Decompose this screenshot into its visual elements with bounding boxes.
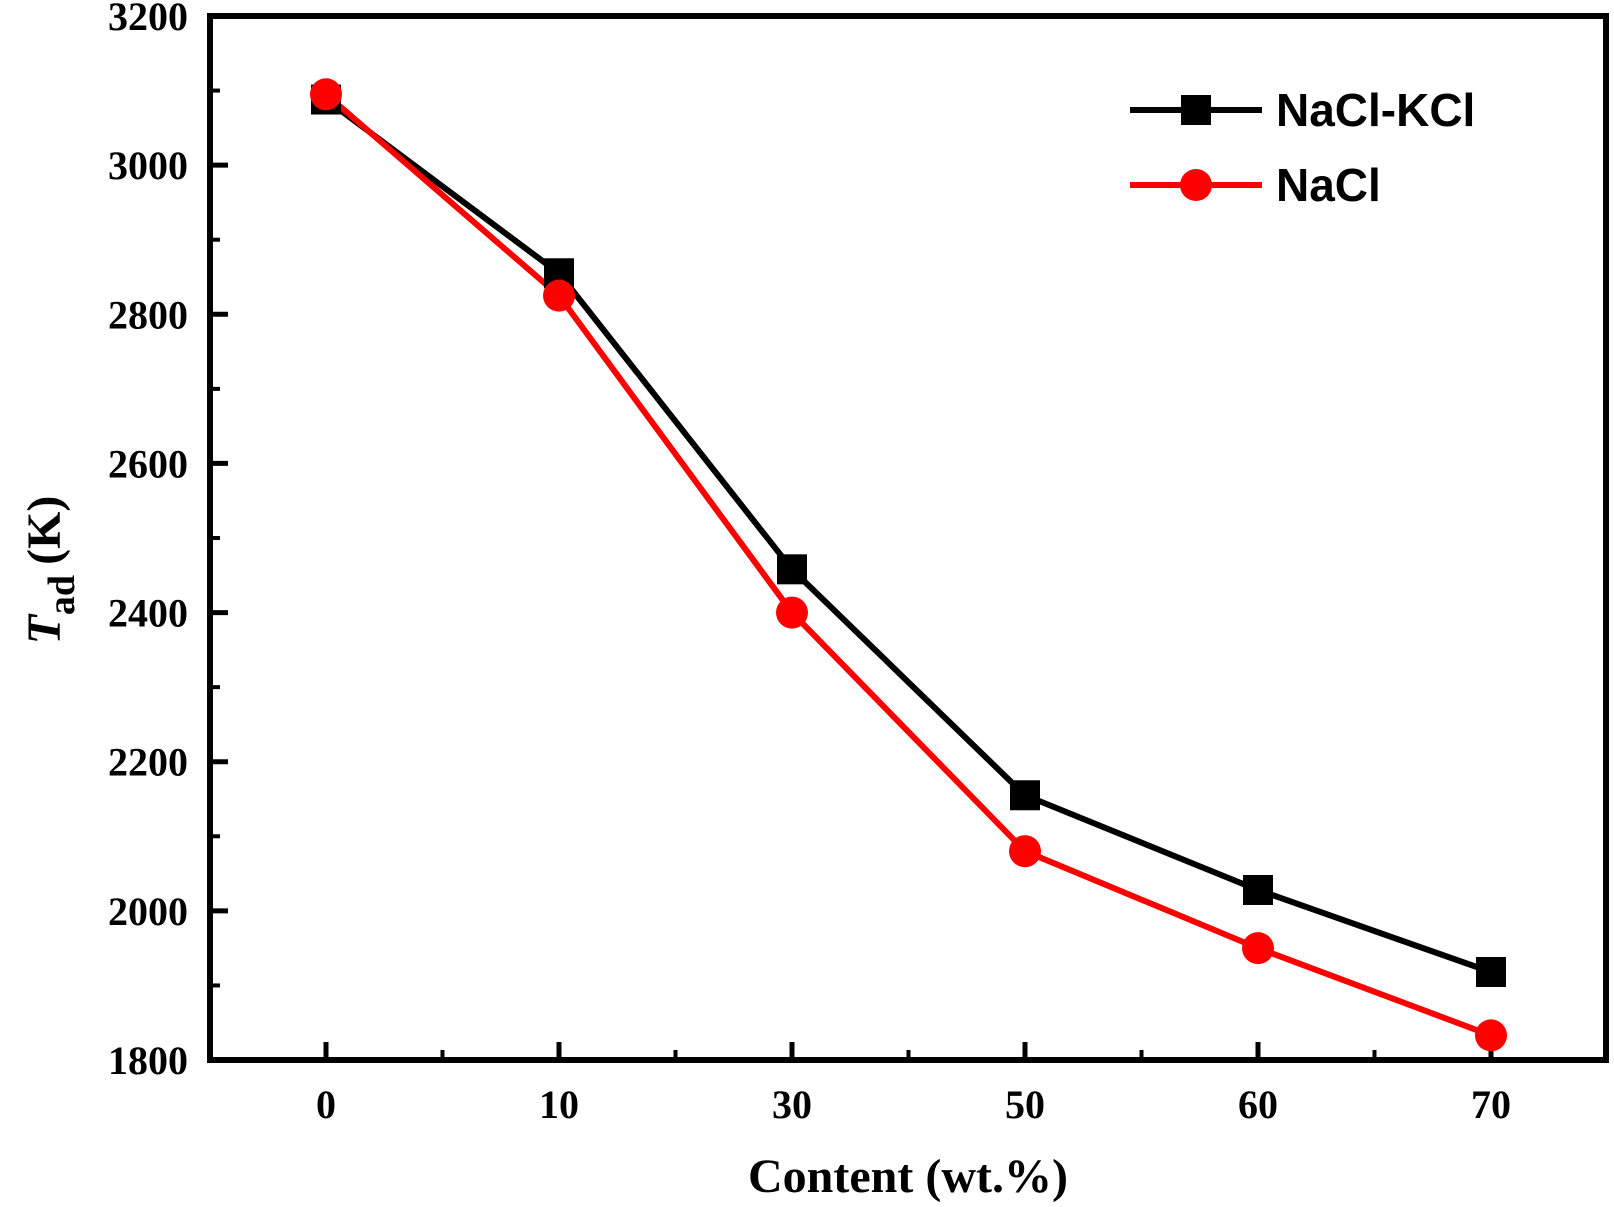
- y-tick-labels: 1800 2000 2200 2400 2600 2800 3000 3200: [108, 0, 188, 1083]
- data-point-nacl: [310, 78, 342, 111]
- legend-label: NaCl-KCl: [1276, 84, 1475, 136]
- y-tick-label: 2400: [108, 591, 188, 636]
- x-tick-labels: 0 10 30 50 60 70: [316, 1082, 1511, 1127]
- legend-marker-circle: [1180, 169, 1212, 201]
- x-tick-label: 50: [1005, 1082, 1045, 1127]
- y-axis-title-symbol: T: [18, 613, 71, 644]
- legend-marker-square: [1181, 95, 1211, 125]
- y-tick-label: 2600: [108, 441, 188, 486]
- series-lines: [324, 92, 1493, 1039]
- y-axis-title: Tad (K): [18, 496, 83, 645]
- series-line-nacl-kcl: [324, 97, 1492, 975]
- data-point-nacl-kcl: [777, 554, 807, 585]
- legend-item-nacl: NaCl: [1130, 159, 1381, 211]
- y-tick-label: 3200: [108, 0, 188, 39]
- x-tick-label: 30: [772, 1082, 812, 1127]
- data-point-nacl-kcl: [1010, 780, 1040, 811]
- x-tick-label: 10: [539, 1082, 579, 1127]
- data-point-nacl: [543, 279, 575, 312]
- plot-frame: [207, 13, 1609, 1063]
- x-tick-label: 60: [1238, 1082, 1278, 1127]
- x-tick-label: 70: [1471, 1082, 1511, 1127]
- data-point-nacl: [1242, 932, 1274, 965]
- y-axis-title-unit: (K): [18, 496, 71, 565]
- y-tick-label: 3000: [108, 143, 188, 188]
- x-axis-title: Content (wt.%): [748, 1150, 1068, 1203]
- legend-item-nacl-kcl: NaCl-KCl: [1130, 84, 1475, 136]
- y-tick-label: 2000: [108, 889, 188, 934]
- series-markers: [310, 78, 1507, 1052]
- data-point-nacl: [1009, 835, 1041, 868]
- y-axis-title-subscript: ad: [41, 575, 83, 615]
- y-tick-label: 2200: [108, 740, 188, 785]
- y-tick-label: 2800: [108, 292, 188, 337]
- svg-text:Tad(K): Tad (K): [18, 496, 83, 645]
- y-tick-label: 1800: [108, 1038, 188, 1083]
- legend: NaCl-KCl NaCl: [1130, 84, 1475, 211]
- legend-label: NaCl: [1276, 159, 1381, 211]
- data-point-nacl-kcl: [1243, 874, 1273, 905]
- data-point-nacl: [1475, 1019, 1507, 1052]
- data-point-nacl-kcl: [1476, 957, 1506, 988]
- data-point-nacl: [776, 596, 808, 629]
- x-tick-label: 0: [316, 1082, 336, 1127]
- series-line-nacl: [324, 92, 1493, 1039]
